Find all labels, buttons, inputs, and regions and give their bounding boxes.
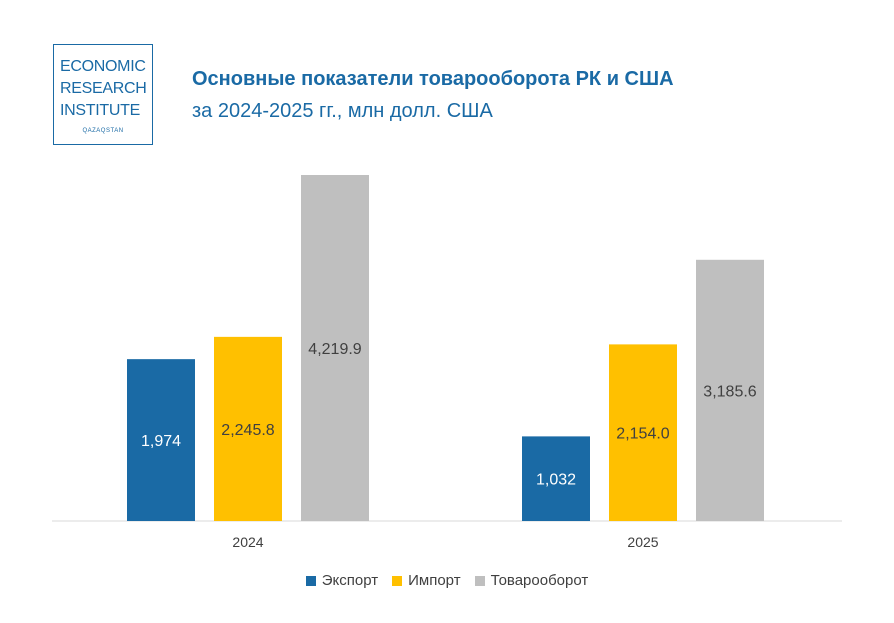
bar-Экспорт-2024 — [127, 359, 195, 521]
data-label-Экспорт-2024: 1,974 — [141, 433, 181, 450]
legend-label: Экспорт — [321, 572, 379, 589]
data-label-Товарооборот-2025: 3,185.6 — [703, 383, 756, 400]
bar-Товарооборот-2024 — [301, 175, 369, 521]
chart-subtitle: за 2024-2025 гг., млн долл. США — [192, 100, 493, 122]
bar-Экспорт-2025 — [522, 436, 590, 521]
legend-swatch — [305, 575, 316, 586]
legend: Экспорт Импорт Товарооборот — [0, 572, 894, 589]
bar-Импорт-2025 — [609, 344, 677, 521]
bar-Товарооборот-2025 — [696, 259, 764, 521]
legend-label: Товарооборот — [490, 572, 589, 589]
bar-Импорт-2024 — [214, 336, 282, 521]
x-tick-label-2025: 2025 — [627, 534, 658, 550]
chart-title: Основные показатели товарооборота РК и С… — [192, 68, 674, 90]
legend-swatch — [474, 575, 485, 586]
data-label-Экспорт-2025: 1,032 — [536, 472, 576, 489]
x-tick-label-2024: 2024 — [232, 534, 263, 550]
legend-item-Импорт: Импорт — [392, 572, 461, 589]
data-label-Импорт-2025: 2,154.0 — [616, 426, 669, 443]
logo-line-1: ECONOMIC — [60, 58, 146, 75]
data-label-Товарооборот-2024: 4,219.9 — [308, 341, 361, 358]
data-label-Импорт-2024: 2,245.8 — [221, 422, 274, 439]
legend-item-Товарооборот: Товарооборот — [474, 572, 589, 589]
logo-line-3: INSTITUTE — [60, 102, 140, 119]
logo-line-2: RESEARCH — [60, 80, 147, 97]
legend-item-Экспорт: Экспорт — [305, 572, 379, 589]
legend-label: Импорт — [408, 572, 461, 589]
logo: ECONOMIC RESEARCH INSTITUTE QAZAQSTAN — [53, 44, 153, 145]
legend-swatch — [392, 575, 403, 586]
logo-line-4: QAZAQSTAN — [82, 128, 124, 134]
